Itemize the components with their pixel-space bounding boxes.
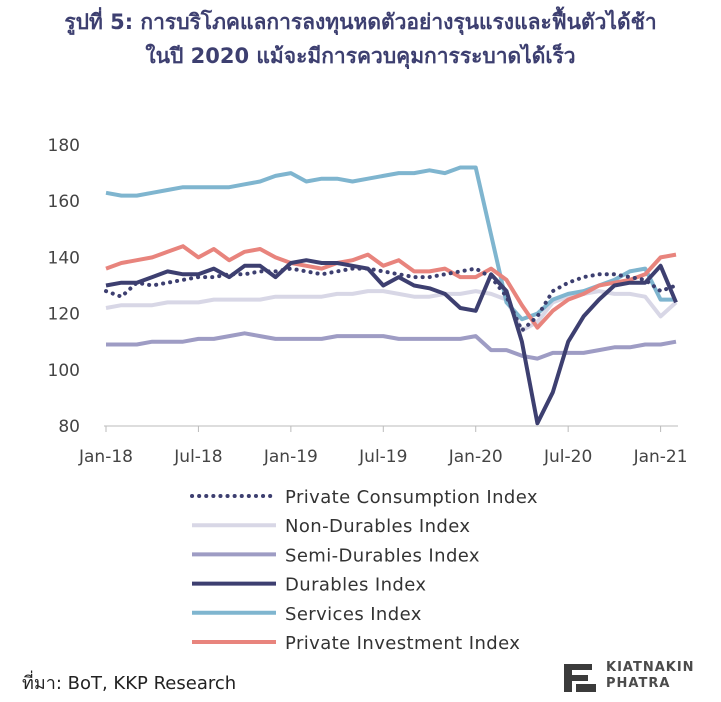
logo-mark-icon (564, 664, 596, 692)
y-tick-label: 80 (58, 417, 80, 437)
source-note: ที่มา: BoT, KKP Research (22, 668, 236, 697)
source-text: : BoT, KKP Research (55, 673, 237, 694)
x-tick-label: Jan-18 (78, 447, 133, 467)
series-line-private-investment-index (105, 244, 677, 330)
chart-legend: Private Consumption Index Non-Durables In… (190, 487, 538, 654)
source-label: ที่มา (22, 673, 56, 694)
logo-text-line2: PHATRA (606, 676, 671, 691)
chart-title-line2: ในปี 2020 แม้จะมีการควบคุมการระบาดได้เร็… (145, 44, 576, 68)
legend-label-durables-index: Durables Index (285, 575, 426, 596)
y-tick-label: 120 (48, 305, 80, 325)
legend-label-semi-durables-index: Semi-Durables Index (285, 545, 480, 566)
legend-label-private-investment-index: Private Investment Index (285, 633, 520, 654)
logo-text-line1: KIATNAKIN (606, 660, 695, 675)
y-tick-label: 100 (48, 361, 80, 381)
x-tick-label: Jan-19 (263, 447, 318, 467)
y-tick-label: 140 (48, 248, 80, 268)
chart-title-line1: รูปที่ 5: การบริโภคแลการลงทุนหดตัวอย่างร… (64, 10, 657, 34)
x-axis-ticks: Jan-18 Jul-18 Jan-19 Jul-19 Jan-20 Jul-20 Jan-… (78, 426, 688, 467)
series-line-private-consumption-index (104, 266, 678, 333)
series-line-semi-durables-index (106, 331, 677, 361)
series-line-durables-index (105, 258, 678, 426)
legend-label-services-index: Services Index (285, 604, 422, 625)
series-lines (104, 165, 678, 426)
y-tick-label: 160 (48, 192, 80, 212)
x-tick-label: Jul-18 (173, 447, 222, 467)
x-tick-label: Jul-19 (358, 447, 407, 467)
x-tick-label: Jul-20 (543, 447, 592, 467)
legend-label-non-durables-index: Non-Durables Index (285, 516, 470, 537)
kiatnakin-phatra-logo: KIATNAKIN PHATRA (562, 658, 712, 698)
series-line-services-index (105, 165, 676, 322)
x-tick-label: Jan-21 (633, 447, 688, 467)
y-axis-ticks: 80 100 120 140 160 180 (48, 136, 80, 437)
legend-label-private-consumption-index: Private Consumption Index (285, 487, 538, 508)
y-tick-label: 180 (48, 136, 80, 156)
x-tick-label: Jan-20 (448, 447, 503, 467)
